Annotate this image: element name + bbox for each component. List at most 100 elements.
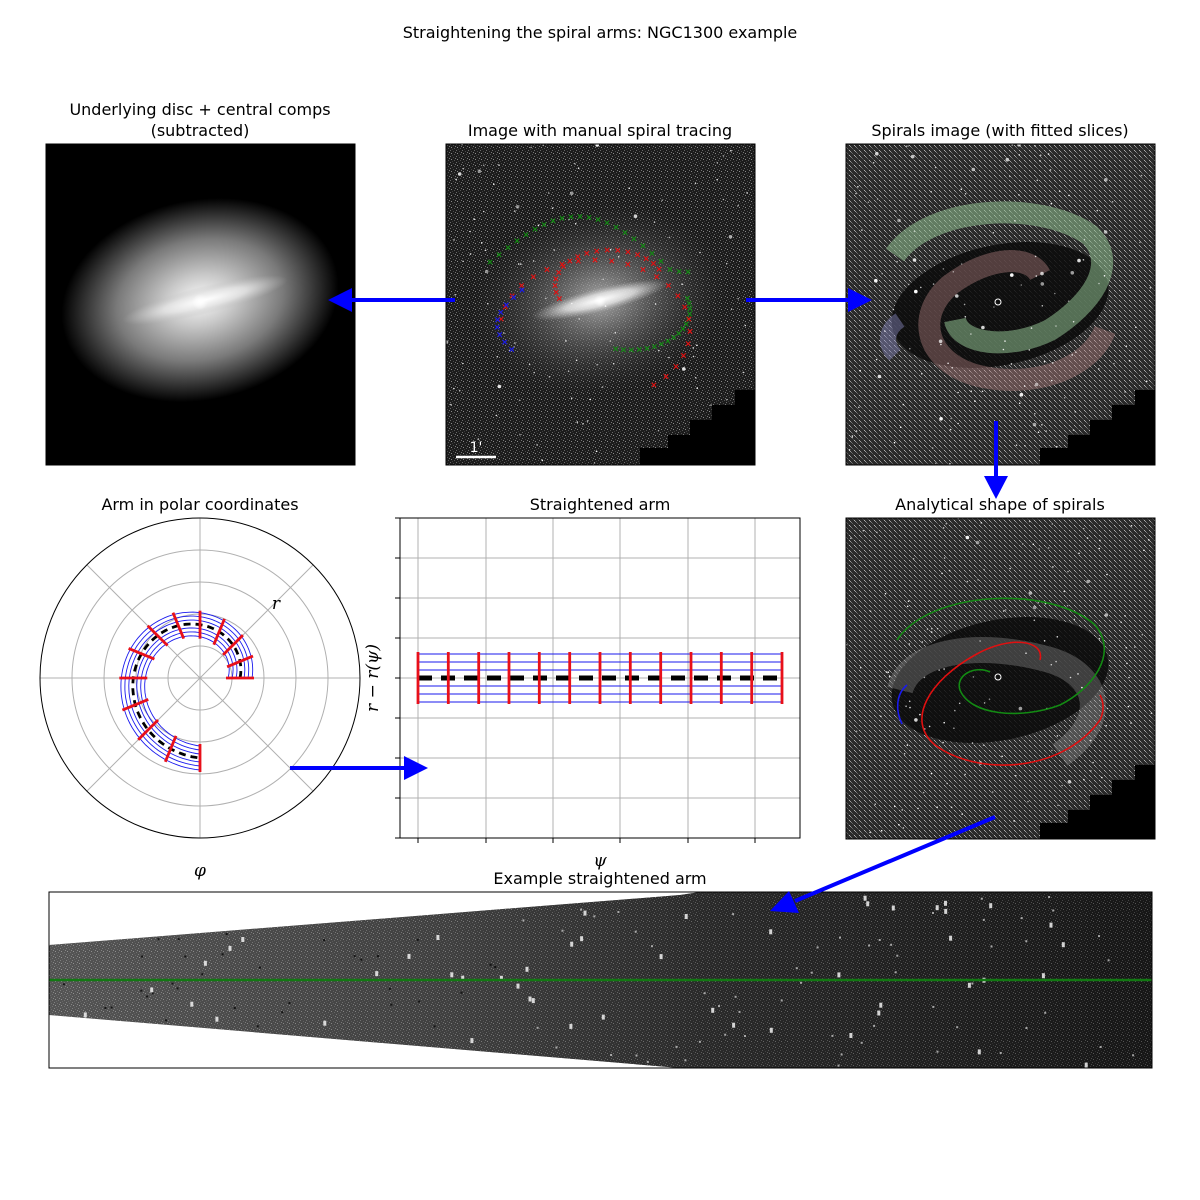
speckle (433, 1025, 436, 1028)
star (657, 429, 660, 432)
star (602, 278, 604, 281)
star (461, 362, 464, 365)
star (1083, 778, 1085, 781)
star (518, 399, 521, 402)
star (912, 558, 915, 560)
polar-slice (222, 634, 244, 656)
speckle (999, 1052, 1002, 1054)
trace-marker (505, 245, 511, 251)
speckle (780, 999, 783, 1002)
star (862, 529, 865, 532)
trace-marker (487, 259, 493, 265)
star (1052, 566, 1054, 568)
speckle (323, 939, 326, 942)
star (1030, 327, 1033, 329)
star (1098, 282, 1100, 285)
star (1128, 676, 1130, 679)
star (1069, 676, 1072, 679)
star (1072, 320, 1075, 323)
star (569, 191, 574, 196)
speckle (388, 987, 391, 990)
spirals-mask-steps (1040, 390, 1155, 465)
star (542, 144, 544, 147)
star (716, 178, 718, 181)
speckle (256, 1025, 259, 1028)
star (896, 260, 898, 263)
star (692, 347, 695, 349)
star (1041, 424, 1043, 426)
speckle (62, 983, 65, 986)
star (1036, 179, 1039, 182)
trace-marker (658, 258, 664, 264)
star (1004, 340, 1006, 342)
star (1072, 429, 1075, 431)
figure-title: Straightening the spiral arms: NGC1300 e… (403, 23, 798, 42)
star (1143, 549, 1145, 552)
star (578, 318, 580, 320)
speckle (769, 1027, 773, 1033)
trace-marker (634, 252, 641, 258)
speckle (580, 936, 584, 942)
speckle (877, 1010, 881, 1016)
star (977, 579, 979, 581)
trace-marker (625, 261, 631, 267)
polar-spoke (199, 677, 314, 792)
star (907, 145, 909, 147)
star (1050, 202, 1053, 205)
star (850, 696, 852, 698)
trace-marker (586, 214, 592, 221)
speckle (375, 971, 379, 977)
star (1070, 271, 1075, 275)
star (462, 167, 465, 170)
trace-marker (628, 347, 634, 353)
speckle (201, 973, 204, 976)
speckle (177, 938, 180, 941)
speckle (258, 966, 261, 969)
speckle (982, 918, 985, 921)
trace-marker (514, 238, 520, 244)
star (609, 340, 612, 342)
star (1004, 609, 1007, 611)
star (628, 187, 630, 189)
star (924, 728, 926, 730)
straight-grid (395, 517, 800, 843)
star (1018, 706, 1023, 711)
example-title: Example straightened arm (493, 869, 706, 888)
star (1052, 362, 1054, 364)
star (573, 162, 576, 165)
star (922, 791, 925, 794)
star (943, 557, 946, 559)
trace-marker (544, 267, 550, 273)
speckle (868, 944, 871, 947)
star (1013, 820, 1015, 822)
star (1063, 397, 1066, 399)
trace-marker (523, 232, 529, 238)
star (914, 289, 918, 294)
star (482, 164, 485, 167)
polar-spoke (86, 564, 201, 679)
speckle (360, 958, 363, 961)
speckle (738, 1010, 741, 1013)
star (722, 198, 725, 201)
star (905, 145, 908, 148)
trace-marker (511, 294, 517, 301)
star (992, 232, 995, 234)
trace-marker (556, 296, 562, 302)
star (1018, 194, 1020, 196)
star (930, 772, 933, 775)
speckle (416, 938, 419, 941)
trace-marker (494, 317, 501, 323)
star (955, 294, 959, 298)
star (575, 359, 578, 362)
star (917, 807, 919, 810)
speckle (617, 911, 620, 913)
star (1032, 543, 1035, 546)
trace-marker (671, 334, 677, 341)
star (694, 182, 697, 185)
star (850, 537, 852, 539)
star (528, 363, 531, 366)
star (1039, 154, 1042, 156)
star (1050, 663, 1053, 666)
star (1040, 282, 1045, 286)
star (858, 406, 860, 409)
